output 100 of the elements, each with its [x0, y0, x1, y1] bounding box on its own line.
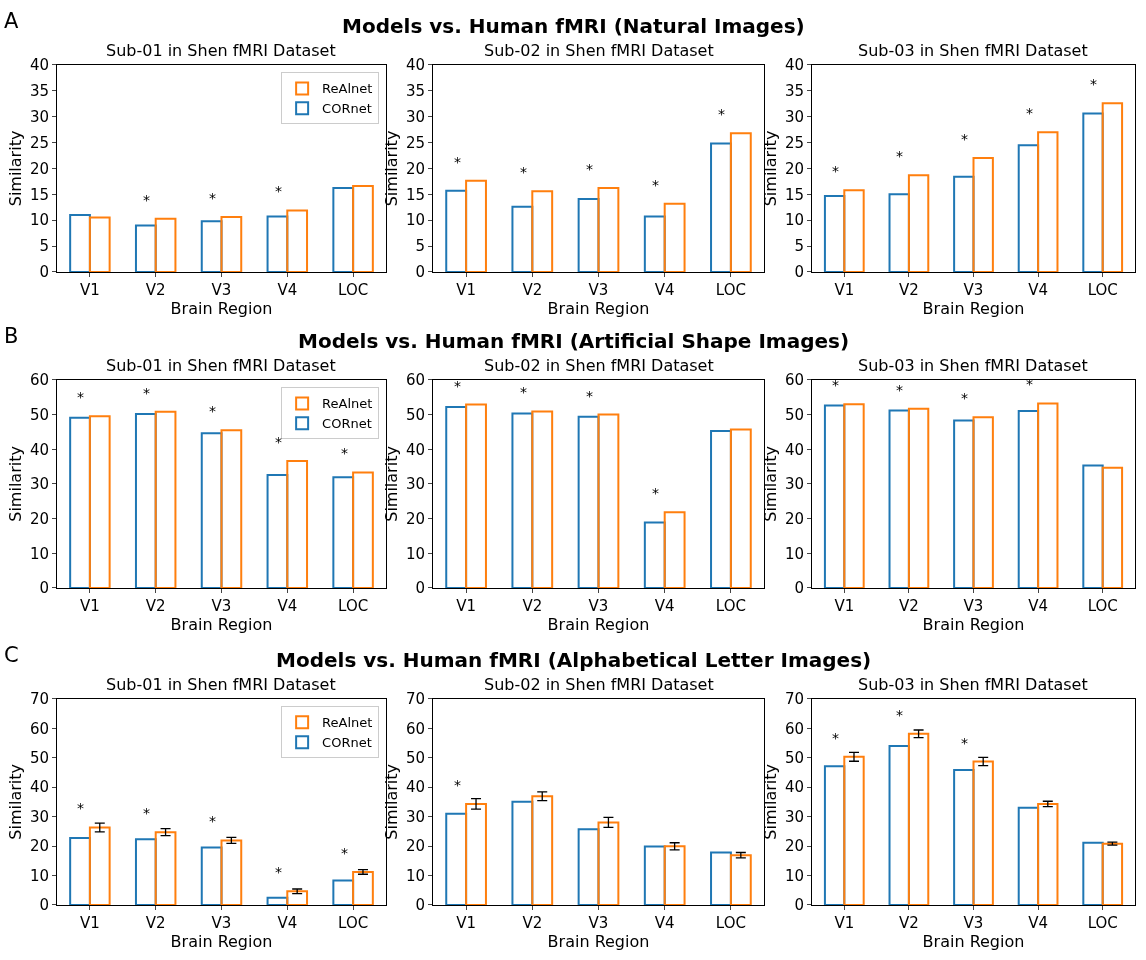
- x-tick-label: V1: [834, 280, 855, 299]
- x-tick-label: V3: [211, 280, 232, 299]
- x-tick-label: V1: [79, 280, 100, 299]
- bar: [1101, 466, 1124, 588]
- y-tick-label: 0: [415, 896, 425, 915]
- bar: [88, 216, 111, 272]
- y-tick-label: 20: [29, 159, 49, 178]
- annotation: *: [275, 864, 282, 880]
- bar: [729, 854, 752, 905]
- bar: [597, 821, 620, 905]
- y-tick-label: 30: [29, 807, 49, 826]
- bar: [154, 217, 177, 272]
- x-axis-title: Brain Region: [922, 298, 1025, 318]
- chart-title: Sub-01 in Shen fMRI Dataset: [106, 41, 336, 60]
- y-tick-label: 40: [405, 778, 425, 797]
- annotation: *: [454, 154, 461, 170]
- bar: [1037, 131, 1059, 272]
- y-tick-label: 60: [405, 719, 425, 738]
- bar: [154, 410, 177, 588]
- x-tick-label: V2: [522, 596, 543, 615]
- bar: [907, 407, 930, 588]
- bar: [531, 190, 554, 272]
- text: A: [4, 9, 19, 33]
- x-tick-label: V1: [79, 596, 100, 615]
- x-axis-title: Brain Region: [547, 614, 650, 634]
- bar: [597, 413, 620, 588]
- annotation: *: [209, 813, 216, 829]
- chart-title: Sub-02 in Shen fMRI Dataset: [484, 356, 714, 375]
- x-tick-label: V4: [277, 913, 298, 932]
- y-tick-label: 30: [29, 107, 49, 126]
- y-tick-label: 10: [784, 866, 804, 885]
- y-axis-title: Similarity: [381, 446, 401, 522]
- legend-label: CORnet: [322, 416, 372, 432]
- y-tick-label: 20: [784, 509, 804, 528]
- y-tick-label: 5: [39, 237, 49, 256]
- text: B: [4, 324, 19, 348]
- y-axis-title: Similarity: [5, 764, 25, 840]
- y-tick-label: 20: [784, 159, 804, 178]
- y-tick-label: 0: [794, 896, 804, 915]
- y-tick-label: 0: [415, 263, 425, 282]
- y-tick-label: 25: [784, 133, 804, 152]
- x-tick-label: V4: [1028, 913, 1049, 932]
- bar: [352, 185, 374, 272]
- annotation: *: [77, 800, 84, 816]
- y-tick-label: 5: [794, 237, 804, 256]
- chart-title: Sub-03 in Shen fMRI Dataset: [858, 675, 1088, 694]
- y-tick-label: 50: [784, 405, 804, 424]
- y-tick-label: 40: [29, 440, 49, 459]
- annotation: *: [832, 730, 839, 746]
- bar: [352, 870, 374, 905]
- x-axis-title: Brain Region: [547, 298, 650, 318]
- annotation: *: [652, 485, 659, 501]
- y-tick-label: 10: [29, 211, 49, 230]
- bar: [531, 795, 554, 905]
- y-tick-label: 40: [784, 778, 804, 797]
- bar: [220, 216, 243, 272]
- annotation: *: [275, 434, 282, 450]
- y-tick-label: 0: [415, 579, 425, 598]
- annotation: *: [961, 131, 968, 147]
- bar: [220, 429, 243, 588]
- bar: [88, 826, 111, 905]
- x-tick-label: V2: [145, 913, 166, 932]
- y-tick-label: 70: [405, 690, 425, 709]
- annotation: *: [454, 378, 461, 394]
- y-tick-label: 30: [405, 807, 425, 826]
- x-tick-label: LOC: [715, 596, 746, 615]
- x-tick-label: V2: [145, 596, 166, 615]
- text: Models vs. Human fMRI (Natural Images): [342, 14, 805, 38]
- y-tick-label: 35: [405, 82, 425, 101]
- y-tick-label: 50: [405, 748, 425, 767]
- bar: [597, 187, 620, 272]
- x-tick-label: V2: [898, 913, 919, 932]
- bar: [1037, 802, 1059, 905]
- x-axis-title: Brain Region: [170, 614, 273, 634]
- y-tick-label: 20: [405, 837, 425, 856]
- y-axis-title: Similarity: [760, 764, 780, 840]
- x-tick-label: V3: [963, 596, 984, 615]
- y-tick-label: 30: [784, 475, 804, 494]
- x-tick-label: V4: [654, 280, 675, 299]
- annotation: *: [652, 177, 659, 193]
- text: Models vs. Human fMRI (Artificial Shape Images): [298, 329, 850, 353]
- y-tick-label: 40: [405, 440, 425, 459]
- x-tick-label: V1: [456, 280, 477, 299]
- y-tick-label: 10: [29, 866, 49, 885]
- x-axis-title: Brain Region: [922, 614, 1025, 634]
- bar: [843, 755, 865, 905]
- chart-title: Sub-01 in Shen fMRI Dataset: [106, 356, 336, 375]
- x-tick-label: V1: [834, 913, 855, 932]
- bar: [972, 157, 994, 272]
- y-tick-label: 50: [784, 748, 804, 767]
- y-tick-label: 25: [405, 133, 425, 152]
- y-tick-label: 60: [784, 371, 804, 390]
- bar: [729, 132, 752, 272]
- bar: [1037, 402, 1059, 588]
- text: C: [4, 643, 19, 667]
- x-tick-label: V4: [1028, 280, 1049, 299]
- y-tick-label: 35: [29, 82, 49, 101]
- chart-title: Sub-02 in Shen fMRI Dataset: [484, 41, 714, 60]
- y-tick-label: 25: [29, 133, 49, 152]
- y-tick-label: 0: [794, 263, 804, 282]
